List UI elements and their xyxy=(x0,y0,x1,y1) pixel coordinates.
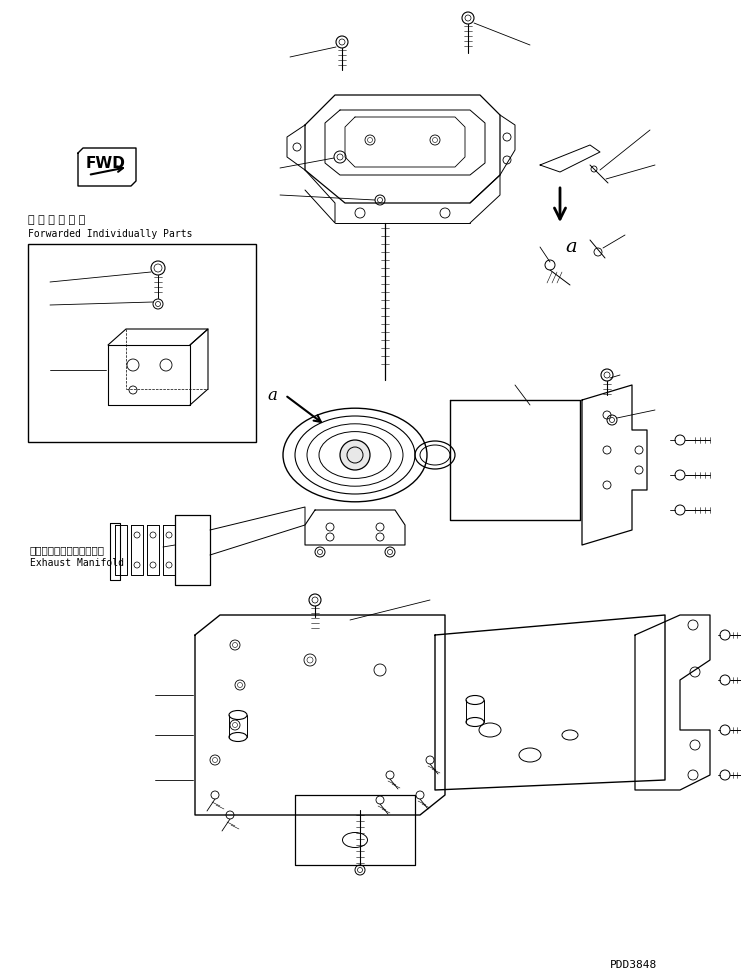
Bar xyxy=(28,244,256,442)
Text: PDD3848: PDD3848 xyxy=(610,960,657,970)
Text: エキゾーストマニホールド: エキゾーストマニホールド xyxy=(30,545,105,555)
Circle shape xyxy=(340,440,370,470)
Text: Exhaust Manifold: Exhaust Manifold xyxy=(30,558,124,568)
Text: 単 品 発 送 部 品: 単 品 発 送 部 品 xyxy=(28,215,85,225)
Text: FWD: FWD xyxy=(86,156,126,171)
Text: Forwarded Individually Parts: Forwarded Individually Parts xyxy=(28,229,193,239)
Text: a: a xyxy=(565,238,576,256)
Text: a: a xyxy=(267,387,277,404)
